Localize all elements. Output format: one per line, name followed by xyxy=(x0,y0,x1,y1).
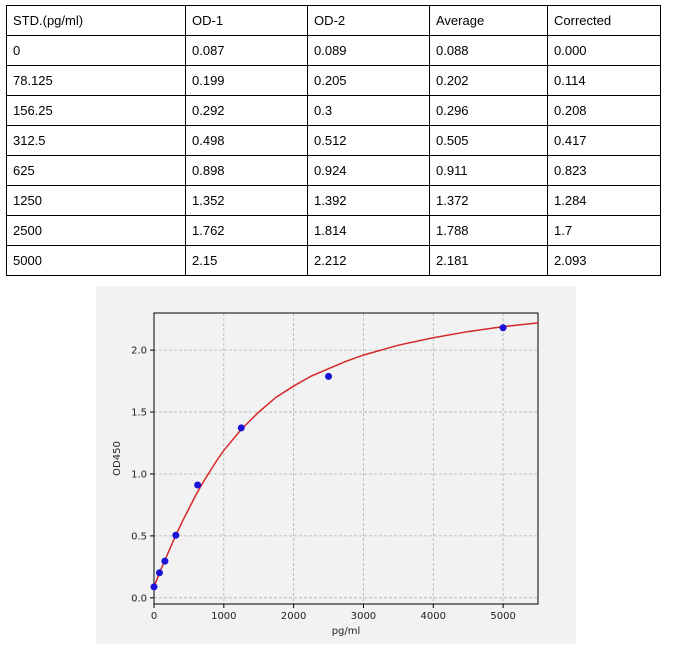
x-tick-label: 5000 xyxy=(490,611,515,622)
cell-corrected: 0.417 xyxy=(547,125,661,156)
cell-od2: 0.512 xyxy=(307,125,430,156)
cell-std: 1250 xyxy=(6,185,186,216)
data-point xyxy=(161,557,169,565)
cell-od1: 1.762 xyxy=(185,215,308,246)
cell-std: 78.125 xyxy=(6,65,186,96)
cell-average: 1.788 xyxy=(429,215,548,246)
data-point xyxy=(499,324,507,332)
x-tick-label: 2000 xyxy=(281,611,306,622)
cell-corrected: 2.093 xyxy=(547,245,661,276)
cell-average: 0.088 xyxy=(429,35,548,66)
cell-std: 5000 xyxy=(6,245,186,276)
x-axis-label: pg/ml xyxy=(332,626,361,637)
table-row: 1250 1.352 1.392 1.372 1.284 xyxy=(6,185,661,216)
header-od2: OD-2 xyxy=(307,5,430,36)
cell-corrected: 1.284 xyxy=(547,185,661,216)
cell-corrected: 0.823 xyxy=(547,155,661,186)
header-std: STD.(pg/ml) xyxy=(6,5,186,36)
cell-od1: 0.087 xyxy=(185,35,308,66)
standard-curve-chart: 0 1000 2000 3000 4000 5000 0.0 0.5 1.0 1.5 2.0 pg/… xyxy=(96,286,576,644)
cell-od2: 1.392 xyxy=(307,185,430,216)
cell-std: 625 xyxy=(6,155,186,186)
y-tick-label: 0.5 xyxy=(131,531,147,542)
cell-average: 0.296 xyxy=(429,95,548,126)
chart-canvas: 0 1000 2000 3000 4000 5000 0.0 0.5 1.0 1.5 2.0 pg/… xyxy=(112,312,539,637)
data-points xyxy=(150,324,507,591)
header-corrected: Corrected xyxy=(547,5,661,36)
x-tick-label: 4000 xyxy=(421,611,446,622)
y-tick-label: 0.0 xyxy=(131,593,147,604)
cell-corrected: 0.114 xyxy=(547,65,661,96)
cell-average: 0.202 xyxy=(429,65,548,96)
cell-std: 2500 xyxy=(6,215,186,246)
cell-od1: 0.498 xyxy=(185,125,308,156)
cell-corrected: 1.7 xyxy=(547,215,661,246)
cell-od1: 0.199 xyxy=(185,65,308,96)
header-od1: OD-1 xyxy=(185,5,308,36)
cell-od1: 0.898 xyxy=(185,155,308,186)
cell-od1: 2.15 xyxy=(185,245,308,276)
data-point xyxy=(237,424,245,432)
cell-std: 0 xyxy=(6,35,186,66)
table-row: 625 0.898 0.924 0.911 0.823 xyxy=(6,155,661,186)
axis-ticks: 0 1000 2000 3000 4000 5000 0.0 0.5 1.0 1.5 2.0 xyxy=(131,346,516,622)
table-row: 156.25 0.292 0.3 0.296 0.208 xyxy=(6,95,661,126)
cell-od2: 0.089 xyxy=(307,35,430,66)
table-row: 0 0.087 0.089 0.088 0.000 xyxy=(6,35,661,66)
cell-average: 0.911 xyxy=(429,155,548,186)
cell-std: 156.25 xyxy=(6,95,186,126)
data-point xyxy=(150,583,158,591)
y-tick-label: 1.0 xyxy=(131,469,147,480)
data-point xyxy=(172,531,180,539)
cell-od2: 0.3 xyxy=(307,95,430,126)
x-tick-label: 1000 xyxy=(211,611,236,622)
cell-od2: 2.212 xyxy=(307,245,430,276)
table-row: 2500 1.762 1.814 1.788 1.7 xyxy=(6,215,661,246)
cell-std: 312.5 xyxy=(6,125,186,156)
table-row: 312.5 0.498 0.512 0.505 0.417 xyxy=(6,125,661,156)
grid-lines xyxy=(153,313,538,604)
standard-curve-table: STD.(pg/ml) OD-1 OD-2 Average Corrected … xyxy=(6,5,661,276)
y-axis-label: OD450 xyxy=(112,441,123,476)
cell-od2: 0.924 xyxy=(307,155,430,186)
x-tick-label: 0 xyxy=(151,611,157,622)
plot-area-frame xyxy=(153,312,539,605)
cell-average: 0.505 xyxy=(429,125,548,156)
table-row: 5000 2.15 2.212 2.181 2.093 xyxy=(6,245,661,276)
table-row: 78.125 0.199 0.205 0.202 0.114 xyxy=(6,65,661,96)
table-header-row: STD.(pg/ml) OD-1 OD-2 Average Corrected xyxy=(6,5,661,36)
fit-curve xyxy=(153,322,539,587)
y-tick-label: 2.0 xyxy=(131,346,147,357)
y-tick-label: 1.5 xyxy=(131,408,147,419)
fit-curve-line xyxy=(153,322,539,587)
cell-corrected: 0.208 xyxy=(547,95,661,126)
header-average: Average xyxy=(429,5,548,36)
x-tick-label: 3000 xyxy=(351,611,376,622)
cell-od1: 0.292 xyxy=(185,95,308,126)
data-point xyxy=(194,481,202,489)
cell-od1: 1.352 xyxy=(185,185,308,216)
data-point xyxy=(325,372,333,380)
data-point xyxy=(155,569,163,577)
cell-od2: 0.205 xyxy=(307,65,430,96)
cell-average: 1.372 xyxy=(429,185,548,216)
cell-average: 2.181 xyxy=(429,245,548,276)
cell-od2: 1.814 xyxy=(307,215,430,246)
cell-corrected: 0.000 xyxy=(547,35,661,66)
